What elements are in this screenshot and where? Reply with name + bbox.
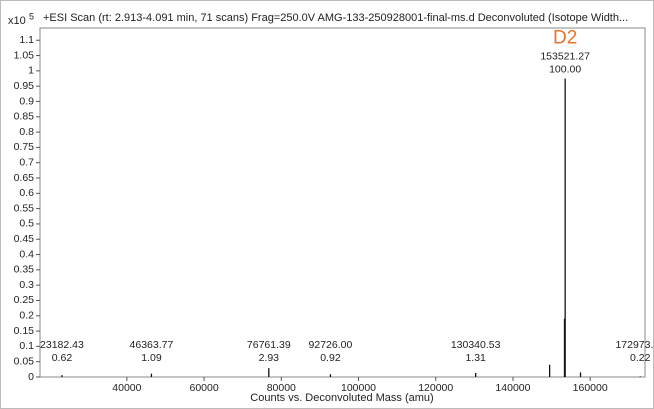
y-tick-label: 0.15 [14, 325, 35, 337]
y-tick-label: 1.1 [19, 34, 34, 46]
chart-title: +ESI Scan (rt: 2.913-4.091 min, 71 scans… [43, 12, 628, 24]
peak-relative-label: 2.93 [259, 352, 280, 364]
y-tick-label: 0.2 [19, 310, 34, 322]
x-tick-label: 100000 [341, 382, 376, 394]
peak-relative-label: 0.62 [52, 352, 73, 364]
y-tick-label: 0.6 [19, 187, 34, 199]
y-tick-label: 0 [28, 371, 34, 383]
x-tick-label: 60000 [189, 382, 218, 394]
peak-mass-label: 153521.27 [540, 50, 590, 62]
x-tick-label: 140000 [495, 382, 530, 394]
peak-mass-label: 92726.00 [309, 339, 353, 351]
y-tick-label: 0.7 [19, 156, 34, 168]
peak-mass-label: 46363.77 [130, 339, 174, 351]
y-tick-label: 0.05 [14, 355, 35, 367]
peak-mass-label: 76761.39 [247, 339, 291, 351]
y-tick-label: 0.5 [19, 218, 34, 230]
y-tick-label: 0.45 [14, 233, 35, 245]
y-multiplier: x10 [8, 15, 26, 27]
peak-mass-label: 130340.53 [451, 339, 501, 351]
x-tick-label: 40000 [112, 382, 141, 394]
x-tick-label: 160000 [573, 382, 608, 394]
y-exponent: 5 [29, 11, 34, 21]
x-axis-label: Counts vs. Deconvoluted Mass (amu) [250, 392, 433, 404]
y-tick-label: 0.95 [14, 80, 35, 92]
y-tick-label: 0.1 [19, 340, 34, 352]
y-tick-label: 0.25 [14, 294, 35, 306]
y-tick-label: 1 [28, 65, 34, 77]
plot-area [39, 27, 646, 378]
peak-relative-label: 1.09 [141, 352, 162, 364]
peak-relative-label: 0.92 [320, 352, 341, 364]
x-tick-label: 120000 [418, 382, 453, 394]
peak-mass-label: 23182.43 [40, 339, 84, 351]
y-tick-label: 0.75 [14, 141, 35, 153]
y-tick-label: 0.85 [14, 111, 35, 123]
y-tick-label: 0.9 [19, 95, 34, 107]
y-tick-label: 0.55 [14, 202, 35, 214]
y-tick-label: 0.8 [19, 126, 34, 138]
y-tick-label: 1.05 [14, 49, 35, 61]
y-tick-label: 0.3 [19, 279, 34, 291]
y-tick-label: 0.4 [19, 248, 34, 260]
x-tick-label: 80000 [267, 382, 296, 394]
peak-mass-label: 172973.39 [615, 339, 654, 351]
y-tick-label: 0.65 [14, 172, 35, 184]
peak-relative-label: 0.22 [630, 352, 651, 364]
peak-relative-label: 1.31 [465, 352, 486, 364]
peak-annotation: D2 [553, 28, 577, 49]
peak-relative-label: 100.00 [549, 63, 581, 75]
y-tick-label: 0.35 [14, 264, 35, 276]
